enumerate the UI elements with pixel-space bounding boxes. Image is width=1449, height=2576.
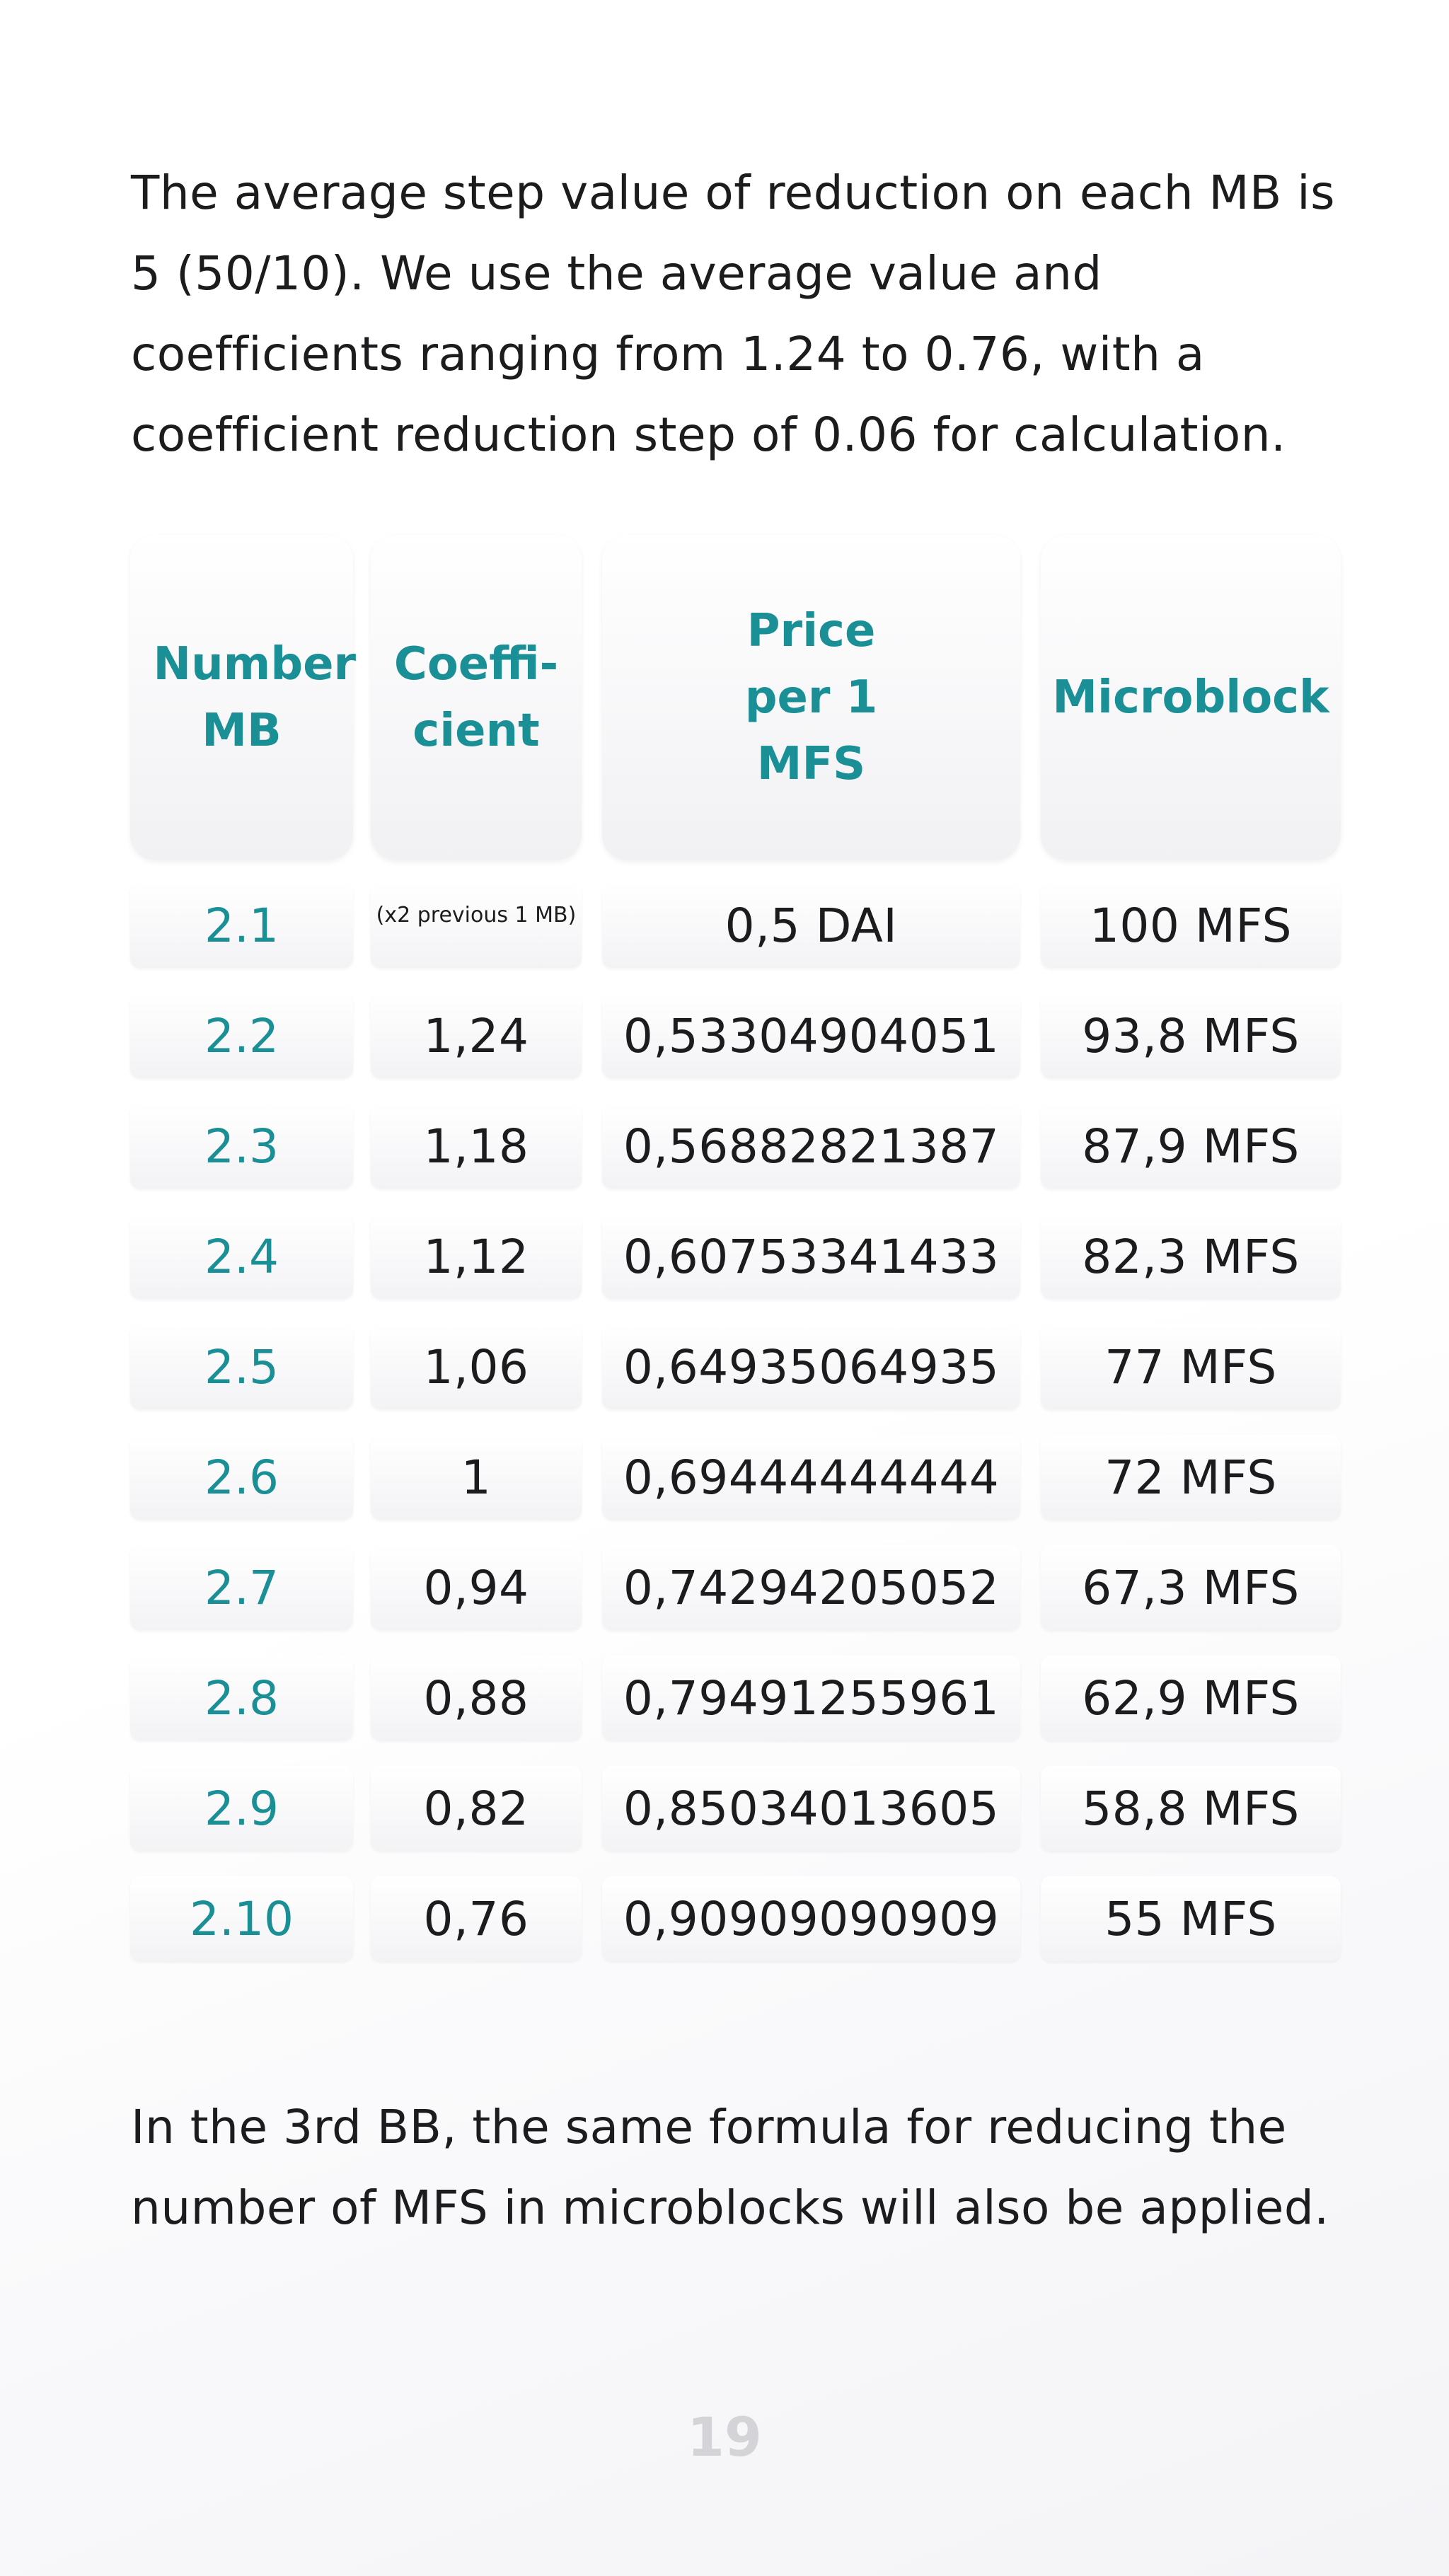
cell-number-mb-text: 2.3 xyxy=(204,1119,279,1174)
cell-microblock: 55 MFS xyxy=(1041,1876,1341,1961)
cell-price-text: 0,85034013605 xyxy=(623,1781,1000,1836)
cell-number-mb: 2.3 xyxy=(130,1104,353,1189)
cell-microblock-text: 100 MFS xyxy=(1089,898,1293,953)
cell-price-text: 0,69444444444 xyxy=(623,1450,1000,1505)
header-microblock: Microblock xyxy=(1041,535,1341,860)
cell-price: 0,74294205052 xyxy=(602,1545,1020,1630)
cell-coefficient: (x2 previous 1 MB) xyxy=(371,883,582,968)
cell-number-mb: 2.5 xyxy=(130,1324,353,1409)
cell-price-text: 0,79491255961 xyxy=(623,1670,1000,1726)
header-microblock-label: Microblock xyxy=(1052,671,1329,724)
cell-price-text: 0,60753341433 xyxy=(623,1229,1000,1284)
cell-price: 0,5 DAI xyxy=(602,883,1020,968)
header-number-mb: Number MB xyxy=(130,535,357,860)
cell-microblock: 82,3 MFS xyxy=(1041,1214,1341,1299)
cell-number-mb: 2.9 xyxy=(130,1766,353,1851)
cell-microblock: 72 MFS xyxy=(1041,1435,1341,1520)
outro-paragraph: In the 3rd BB, the same formula for redu… xyxy=(131,2100,1329,2235)
cell-microblock: 100 MFS xyxy=(1041,883,1341,968)
header-coefficient: Coeffi-cient xyxy=(371,535,582,860)
cell-price-text: 0,90909090909 xyxy=(623,1891,1000,1946)
cell-coefficient-text: 0,76 xyxy=(423,1891,529,1946)
cell-coefficient-text: 0,82 xyxy=(423,1781,529,1836)
cell-microblock-text: 55 MFS xyxy=(1104,1891,1277,1946)
cell-number-mb: 2.7 xyxy=(130,1545,353,1630)
cell-coefficient-text: 1 xyxy=(461,1450,492,1505)
cell-coefficient: 0,76 xyxy=(371,1876,582,1961)
cell-microblock-text: 62,9 MFS xyxy=(1082,1670,1300,1726)
cell-coefficient-text: 0,88 xyxy=(423,1670,529,1726)
cell-price: 0,85034013605 xyxy=(602,1766,1020,1851)
cell-number-mb: 2.8 xyxy=(130,1656,353,1740)
cell-coefficient-text: 1,18 xyxy=(423,1119,529,1174)
cell-coefficient: 1,12 xyxy=(371,1214,582,1299)
cell-price: 0,56882821387 xyxy=(602,1104,1020,1189)
header-coefficient-label: Coeffi-cient xyxy=(393,638,559,757)
cell-price-text: 0,64935064935 xyxy=(623,1339,1000,1394)
cell-coefficient-text: 1,24 xyxy=(423,1008,529,1063)
cell-number-mb-text: 2.2 xyxy=(204,1008,279,1063)
cell-microblock-text: 93,8 MFS xyxy=(1082,1008,1300,1063)
cell-microblock-text: 82,3 MFS xyxy=(1082,1229,1300,1284)
cell-price-text: 0,74294205052 xyxy=(623,1560,1000,1615)
cell-coefficient: 1,24 xyxy=(371,993,582,1078)
cell-price: 0,64935064935 xyxy=(602,1324,1020,1409)
cell-number-mb: 2.6 xyxy=(130,1435,353,1520)
cell-price-text: 0,56882821387 xyxy=(623,1119,1000,1174)
cell-microblock: 67,3 MFS xyxy=(1041,1545,1341,1630)
cell-number-mb-text: 2.5 xyxy=(204,1339,279,1394)
cell-coefficient-text: 1,06 xyxy=(423,1339,529,1394)
cell-price-text: 0,5 DAI xyxy=(724,898,898,953)
cell-price: 0,79491255961 xyxy=(602,1656,1020,1740)
cell-price: 0,69444444444 xyxy=(602,1435,1020,1520)
cell-coefficient: 1,18 xyxy=(371,1104,582,1189)
header-price-label: Price per 1 MFS xyxy=(744,605,878,790)
cell-number-mb: 2.10 xyxy=(130,1876,353,1961)
cell-number-mb-text: 2.10 xyxy=(190,1891,294,1946)
cell-coefficient-text: 0,94 xyxy=(423,1560,529,1615)
cell-number-mb: 2.2 xyxy=(130,993,353,1078)
page-number: 19 xyxy=(687,2405,762,2468)
cell-microblock: 93,8 MFS xyxy=(1041,993,1341,1078)
cell-microblock-text: 77 MFS xyxy=(1104,1339,1277,1394)
cell-coefficient: 1 xyxy=(371,1435,582,1520)
cell-coefficient-text: (x2 previous 1 MB) xyxy=(376,903,577,928)
cell-coefficient: 0,88 xyxy=(371,1656,582,1740)
cell-number-mb-text: 2.9 xyxy=(204,1781,279,1836)
cell-number-mb-text: 2.4 xyxy=(204,1229,279,1284)
cell-price: 0,60753341433 xyxy=(602,1214,1020,1299)
cell-number-mb: 2.4 xyxy=(130,1214,353,1299)
cell-price: 0,53304904051 xyxy=(602,993,1020,1078)
cell-microblock-text: 67,3 MFS xyxy=(1082,1560,1300,1615)
cell-microblock: 77 MFS xyxy=(1041,1324,1341,1409)
cell-number-mb-text: 2.8 xyxy=(204,1670,279,1726)
cell-coefficient: 0,94 xyxy=(371,1545,582,1630)
intro-paragraph: The average step value of reduction on e… xyxy=(131,166,1335,462)
cell-microblock-text: 58,8 MFS xyxy=(1082,1781,1300,1836)
cell-coefficient-text: 1,12 xyxy=(423,1229,529,1284)
cell-number-mb-text: 2.7 xyxy=(204,1560,279,1615)
cell-microblock-text: 87,9 MFS xyxy=(1082,1119,1300,1174)
header-price: Price per 1 MFS xyxy=(602,535,1020,860)
cell-price-text: 0,53304904051 xyxy=(623,1008,1000,1063)
cell-microblock-text: 72 MFS xyxy=(1104,1450,1277,1505)
cell-number-mb-text: 2.1 xyxy=(204,898,279,953)
cell-number-mb-text: 2.6 xyxy=(204,1450,279,1505)
cell-coefficient: 0,82 xyxy=(371,1766,582,1851)
cell-microblock: 87,9 MFS xyxy=(1041,1104,1341,1189)
header-number-mb-label: Number MB xyxy=(153,638,357,757)
cell-microblock: 58,8 MFS xyxy=(1041,1766,1341,1851)
cell-number-mb: 2.1 xyxy=(130,883,353,968)
cell-price: 0,90909090909 xyxy=(602,1876,1020,1961)
cell-coefficient: 1,06 xyxy=(371,1324,582,1409)
cell-microblock: 62,9 MFS xyxy=(1041,1656,1341,1740)
